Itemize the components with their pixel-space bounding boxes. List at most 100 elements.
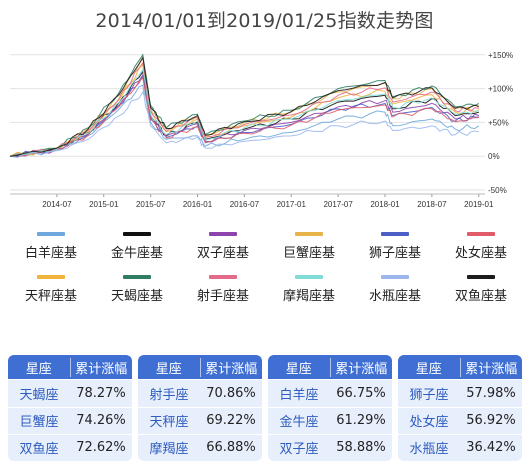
column-header: 星座 — [8, 357, 71, 377]
legend-swatch — [123, 275, 151, 279]
legend-label: 双子座基 — [196, 246, 249, 261]
column-header: 星座 — [398, 357, 461, 377]
series-line-12 — [9, 56, 479, 157]
legend-swatch — [209, 232, 237, 236]
series-line-1 — [9, 84, 480, 157]
legend-label: 金牛座基 — [110, 246, 163, 261]
return-value-cell: 72.62% — [76, 440, 126, 456]
sign-name-cell: 天秤座 — [149, 415, 189, 431]
return-value-cell: 66.75% — [336, 385, 386, 401]
legend-swatch — [467, 275, 495, 279]
x-axis-ticks: 2014-07 2015-01 2015-07 2016-01 2016-07 2017-… — [10, 193, 494, 209]
table-row: 狮子座 57.98% — [398, 379, 522, 406]
legend-swatch — [209, 275, 237, 279]
sign-name-cell: 摩羯座 — [149, 442, 189, 458]
return-value-cell: 69.22% — [206, 413, 256, 429]
legend-swatch — [381, 275, 409, 279]
legend-label: 天秤座基 — [24, 289, 77, 304]
sign-name-cell: 白羊座 — [279, 387, 319, 403]
legend-swatch — [37, 232, 65, 236]
legend-item: 处女座基 — [438, 232, 524, 261]
legend-item: 水瓶座基 — [352, 275, 438, 304]
legend-item: 巨蟹座基 — [266, 232, 352, 261]
series-line-6 — [9, 76, 479, 157]
table-row: 处女座 56.92% — [398, 406, 522, 434]
sign-name-cell: 巨蟹座 — [19, 415, 59, 431]
legend-swatch — [381, 232, 409, 236]
sign-name-cell: 狮子座 — [409, 387, 449, 403]
x-tick-label: 2019-01 — [464, 200, 494, 209]
table-row: 天蝎座 78.27% — [8, 379, 132, 406]
x-tick-label: 2018-01 — [370, 200, 400, 209]
return-value-cell: 58.88% — [336, 440, 386, 456]
table-row: 水瓶座 36.42% — [398, 433, 522, 461]
return-value-cell: 66.88% — [206, 440, 256, 456]
ranking-table: 星座 累计涨幅 白羊座 66.75% 金牛座 61.29% 双子座 58.88% — [268, 355, 392, 461]
return-value-cell: 61.29% — [336, 413, 386, 429]
legend-item: 天蝎座基 — [94, 275, 180, 304]
return-value-cell: 56.92% — [466, 413, 516, 429]
return-value-cell: 74.26% — [76, 413, 126, 429]
table-header: 星座 累计涨幅 — [138, 355, 262, 380]
index-trend-chart: +150% +100% +50% 0% -50% 2014-07 2015-01 2015-… — [9, 51, 513, 209]
y-tick-label: 0% — [488, 152, 500, 161]
legend-item: 金牛座基 — [94, 232, 180, 261]
series-line-11 — [9, 90, 479, 159]
column-header: 累计涨幅 — [75, 361, 128, 377]
sign-name-cell: 水瓶座 — [409, 442, 449, 458]
legend-item: 双鱼座基 — [438, 275, 524, 304]
ranking-tables: 星座 累计涨幅 天蝎座 78.27% 巨蟹座 74.26% 双鱼座 72.62% 星座 累计涨幅射… — [8, 355, 522, 461]
table-row: 金牛座 61.29% — [268, 406, 392, 434]
legend-item: 狮子座基 — [352, 232, 438, 261]
legend-label: 水瓶座基 — [368, 289, 421, 304]
legend-item: 摩羯座基 — [266, 275, 352, 304]
table-row: 摩羯座 66.88% — [138, 433, 262, 461]
x-tick-label: 2015-07 — [136, 200, 166, 209]
table-row: 双子座 58.88% — [268, 433, 392, 461]
table-row: 双鱼座 72.62% — [8, 433, 132, 461]
legend-label: 天蝎座基 — [110, 289, 163, 304]
ranking-table: 星座 累计涨幅 狮子座 57.98% 处女座 56.92% 水瓶座 36.42% — [398, 355, 522, 461]
y-tick-label: +100% — [488, 85, 513, 94]
return-value-cell: 78.27% — [76, 385, 126, 401]
legend-swatch — [467, 232, 495, 236]
legend-swatch — [295, 232, 323, 236]
legend-item: 天秤座基 — [8, 275, 94, 304]
table-header: 星座 累计涨幅 — [398, 355, 522, 380]
y-tick-label: +50% — [488, 118, 509, 127]
table-row: 白羊座 66.75% — [268, 379, 392, 406]
column-header: 累计涨幅 — [335, 361, 388, 377]
table-header: 星座 累计涨幅 — [268, 355, 392, 380]
x-tick-label: 2017-07 — [323, 200, 353, 209]
return-value-cell: 36.42% — [466, 440, 516, 456]
x-tick-label: 2016-07 — [230, 200, 260, 209]
x-tick-label: 2014-07 — [42, 200, 72, 209]
chart-lines — [9, 53, 480, 159]
sign-name-cell: 金牛座 — [279, 415, 319, 431]
series-line-10 — [9, 68, 479, 157]
x-tick-label: 2015-01 — [89, 200, 119, 209]
chart-title: 2014/01/01到2019/01/25指数走势图 — [95, 10, 434, 32]
ranking-table: 星座 累计涨幅 天蝎座 78.27% 巨蟹座 74.26% 双鱼座 72.62% — [8, 355, 132, 461]
chart-legend: 白羊座基 金牛座基 双子座基 巨蟹座基 狮子座基 处女座基天秤座基 天蝎座基 射手座基 摩羯座基… — [8, 232, 524, 304]
return-value-cell: 70.86% — [206, 385, 256, 401]
x-tick-label: 2017-01 — [277, 200, 307, 209]
column-header: 星座 — [268, 357, 331, 377]
table-row: 射手座 70.86% — [138, 379, 262, 406]
sign-name-cell: 双鱼座 — [19, 442, 59, 458]
table-row: 天秤座 69.22% — [138, 406, 262, 434]
series-line-2 — [10, 70, 479, 157]
y-tick-label: +150% — [488, 51, 513, 60]
legend-label: 双鱼座基 — [454, 289, 507, 304]
column-header: 星座 — [138, 357, 201, 377]
legend-label: 狮子座基 — [368, 246, 421, 261]
sign-name-cell: 双子座 — [279, 442, 319, 458]
legend-item: 射手座基 — [180, 275, 266, 304]
legend-item: 白羊座基 — [8, 232, 94, 261]
sign-name-cell: 天蝎座 — [19, 387, 59, 403]
y-axis-ticks: +150% +100% +50% 0% -50% — [488, 51, 513, 195]
sign-name-cell: 射手座 — [149, 387, 189, 403]
ranking-table: 星座 累计涨幅射手座 70.86% 天秤座 69.22% 摩羯座 66.88% — [138, 355, 262, 461]
legend-item: 双子座基 — [180, 232, 266, 261]
table-row: 巨蟹座 74.26% — [8, 406, 132, 434]
